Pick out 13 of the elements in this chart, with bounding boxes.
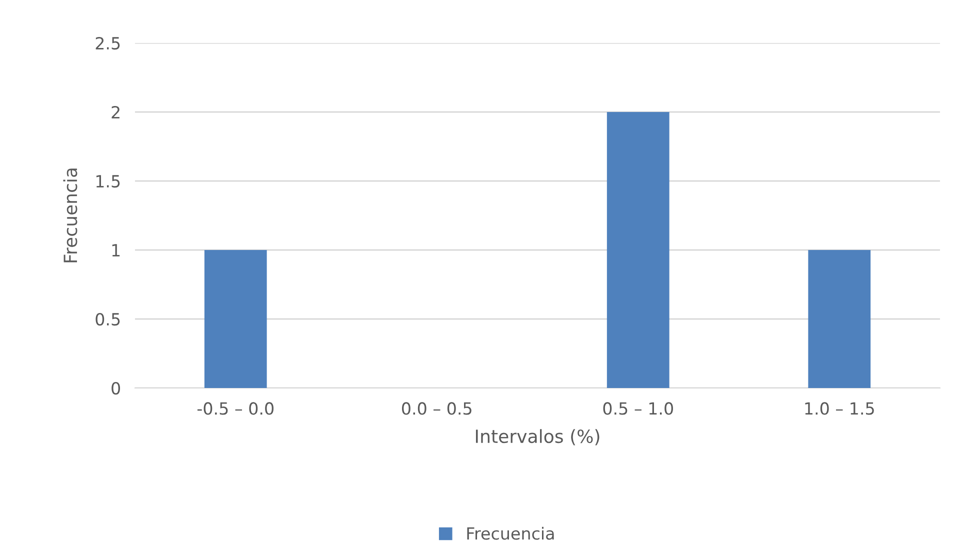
- y-tick-label: 1: [112, 244, 120, 256]
- legend-label: Frecuencia: [467, 526, 554, 540]
- y-tick-label: 0.5: [96, 312, 120, 326]
- x-tick-label: 0.5 – 1.0: [603, 402, 673, 415]
- x-tick-label: 1.0 – 1.5: [805, 402, 874, 415]
- y-axis-title: Frecuencia: [63, 168, 78, 262]
- x-tick-label: 0.0 – 0.5: [402, 402, 472, 415]
- y-tick-label: 2.5: [96, 36, 120, 50]
- y-tick-label: 1.5: [96, 175, 120, 188]
- y-tick-label: 2: [112, 106, 120, 118]
- y-tick-label: 0: [112, 382, 120, 395]
- x-tick-label: -0.5 – 0.0: [197, 402, 274, 415]
- x-axis-title: Intervalos (%): [476, 429, 600, 446]
